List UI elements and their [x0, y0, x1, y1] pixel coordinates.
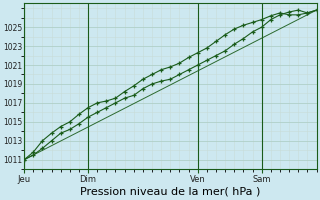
X-axis label: Pression niveau de la mer( hPa ): Pression niveau de la mer( hPa ): [80, 187, 260, 197]
